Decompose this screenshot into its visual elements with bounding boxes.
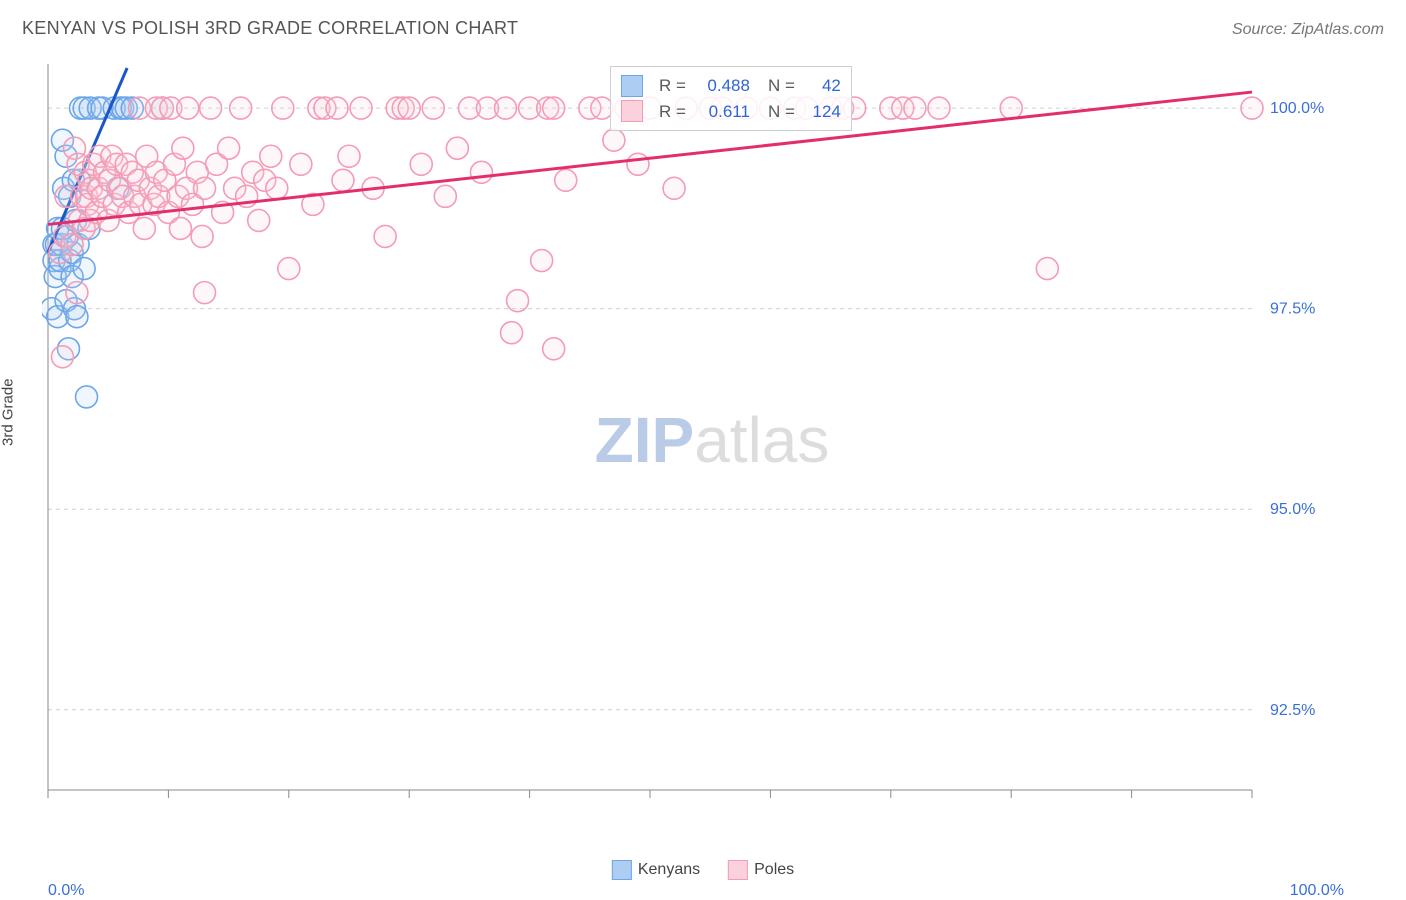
point xyxy=(350,97,372,119)
y-tick-label: 97.5% xyxy=(1270,301,1315,318)
plot-area: 92.5%95.0%97.5%100.0% ZIPatlas R =0.488N… xyxy=(42,60,1382,820)
point xyxy=(218,137,240,159)
point xyxy=(278,258,300,280)
stats-r-value-kenyans: 0.488 xyxy=(696,73,750,99)
y-axis-label: 3rd Grade xyxy=(0,378,17,446)
point xyxy=(191,225,213,247)
point xyxy=(501,322,523,344)
point xyxy=(1000,97,1022,119)
legend-label-poles: Poles xyxy=(754,861,794,878)
point xyxy=(194,177,216,199)
chart-source: Source: ZipAtlas.com xyxy=(1232,21,1384,39)
point xyxy=(326,97,348,119)
point xyxy=(73,258,95,280)
point xyxy=(374,225,396,247)
point xyxy=(1241,97,1263,119)
point xyxy=(663,177,685,199)
stats-row-kenyans: R = 0.488 N = 42 xyxy=(621,73,841,99)
point xyxy=(410,153,432,175)
stats-n-value-poles: 124 xyxy=(805,99,841,125)
stats-n-label: N = xyxy=(768,73,795,99)
point xyxy=(76,386,98,408)
point xyxy=(272,97,294,119)
x-min-label: 0.0% xyxy=(48,882,84,900)
y-tick-label: 100.0% xyxy=(1270,100,1324,117)
point xyxy=(398,97,420,119)
point xyxy=(290,153,312,175)
point xyxy=(446,137,468,159)
point xyxy=(904,97,926,119)
legend-item-poles: Poles xyxy=(728,860,794,880)
point xyxy=(66,306,88,328)
point xyxy=(194,282,216,304)
legend-item-kenyans: Kenyans xyxy=(612,860,700,880)
point xyxy=(260,145,282,167)
point xyxy=(555,169,577,191)
point xyxy=(543,338,565,360)
stats-row-poles: R = 0.611 N = 124 xyxy=(621,99,841,125)
legend-swatch-poles xyxy=(728,860,748,880)
stats-r-label: R = xyxy=(659,73,686,99)
y-tick-label: 92.5% xyxy=(1270,702,1315,719)
point xyxy=(531,250,553,272)
point xyxy=(1036,258,1058,280)
point xyxy=(177,97,199,119)
point xyxy=(928,97,950,119)
stats-swatch-poles xyxy=(621,100,643,122)
stats-box: R = 0.488 N = 42 R = 0.611 N = 124 xyxy=(610,66,852,131)
stats-r-value-poles: 0.611 xyxy=(696,99,750,125)
point xyxy=(172,137,194,159)
y-tick-label: 95.0% xyxy=(1270,501,1315,518)
point xyxy=(470,161,492,183)
legend-swatch-kenyans xyxy=(612,860,632,880)
point xyxy=(332,169,354,191)
chart-title: KENYAN VS POLISH 3RD GRADE CORRELATION C… xyxy=(22,18,518,39)
point xyxy=(627,153,649,175)
point xyxy=(51,346,73,368)
point xyxy=(248,209,270,231)
point xyxy=(133,217,155,239)
point xyxy=(422,97,444,119)
point xyxy=(495,97,517,119)
point xyxy=(603,129,625,151)
legend-label-kenyans: Kenyans xyxy=(638,861,700,878)
point xyxy=(507,290,529,312)
point xyxy=(266,177,288,199)
point xyxy=(543,97,565,119)
point xyxy=(338,145,360,167)
point xyxy=(66,282,88,304)
stats-r-label: R = xyxy=(659,99,686,125)
stats-n-label: N = xyxy=(768,99,795,125)
legend-bottom: Kenyans Poles xyxy=(612,860,794,880)
point xyxy=(169,217,191,239)
point xyxy=(230,97,252,119)
stats-n-value-kenyans: 42 xyxy=(805,73,841,99)
stats-swatch-kenyans xyxy=(621,75,643,97)
point xyxy=(434,185,456,207)
series-poles xyxy=(48,92,1263,368)
point xyxy=(200,97,222,119)
scatter-svg: 92.5% 95.0% 97.5% 100.0% xyxy=(42,60,1382,820)
x-max-label: 100.0% xyxy=(1290,882,1344,900)
